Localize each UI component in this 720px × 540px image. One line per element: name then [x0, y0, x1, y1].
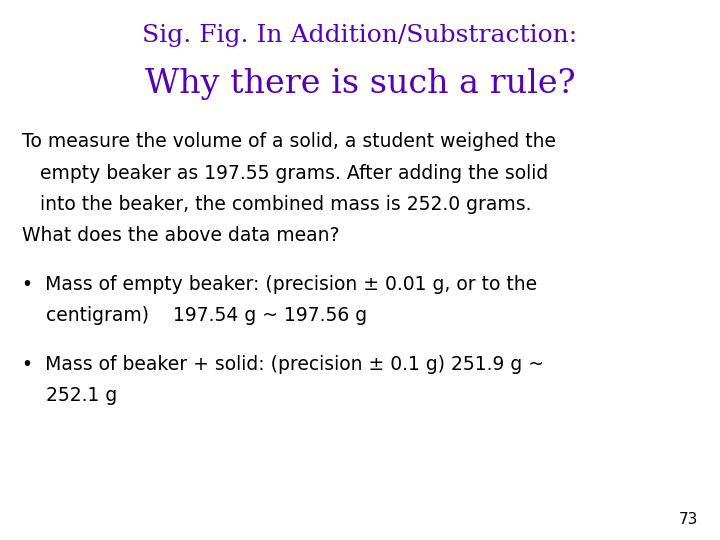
- Text: To measure the volume of a solid, a student weighed the: To measure the volume of a solid, a stud…: [22, 132, 556, 151]
- Text: 252.1 g: 252.1 g: [22, 386, 117, 405]
- Text: Why there is such a rule?: Why there is such a rule?: [145, 68, 575, 99]
- Text: centigram)    197.54 g ~ 197.56 g: centigram) 197.54 g ~ 197.56 g: [22, 306, 366, 325]
- Text: What does the above data mean?: What does the above data mean?: [22, 226, 339, 245]
- Text: into the beaker, the combined mass is 252.0 grams.: into the beaker, the combined mass is 25…: [22, 195, 531, 214]
- Text: 73: 73: [679, 511, 698, 526]
- Text: •  Mass of empty beaker: (precision ± 0.01 g, or to the: • Mass of empty beaker: (precision ± 0.0…: [22, 275, 536, 294]
- Text: Sig. Fig. In Addition/Substraction:: Sig. Fig. In Addition/Substraction:: [143, 24, 577, 48]
- Text: empty beaker as 197.55 grams. After adding the solid: empty beaker as 197.55 grams. After addi…: [22, 164, 548, 183]
- Text: •  Mass of beaker + solid: (precision ± 0.1 g) 251.9 g ~: • Mass of beaker + solid: (precision ± 0…: [22, 355, 544, 374]
